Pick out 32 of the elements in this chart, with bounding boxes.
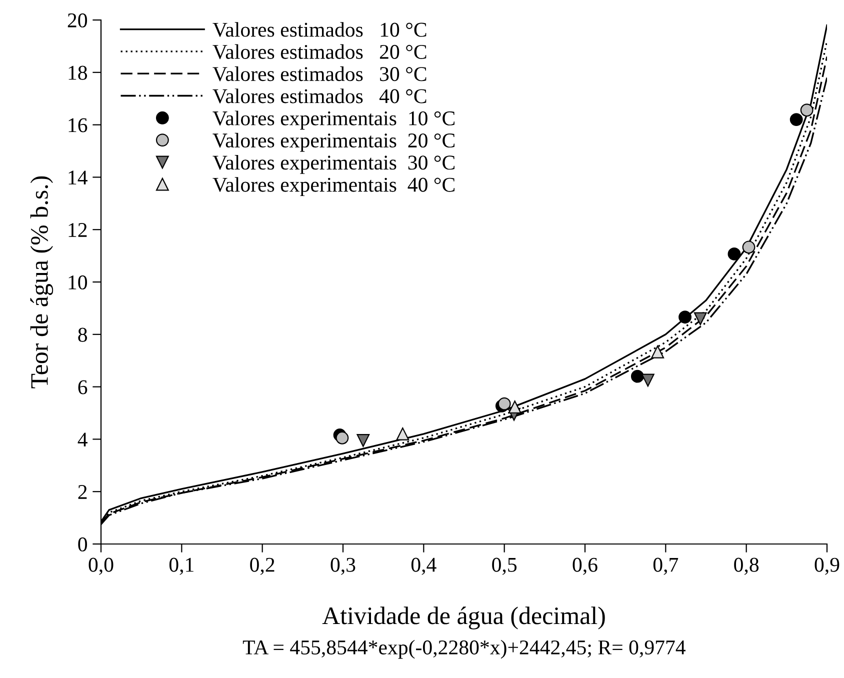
x-tick-label: 0,2 [250,558,274,575]
y-tick-label: 8 [78,328,88,342]
y-tick-label: 18 [68,66,88,80]
legend-label: Valores experimentais 40 °C [212,177,454,196]
x-axis-title: Atividade de água (decimal) [322,606,605,630]
x-tick-label: 0,0 [88,558,114,575]
y-tick-label: 4 [78,432,88,446]
legend-label: Valores estimados 20 °C [212,44,426,60]
legend-label: Valores estimados 10 °C [212,22,426,37]
text: TA = 455,8544*exp(-0,2280*x)+2442,45; R= 0,9774 [242,640,686,659]
y-tick-label: 20 [68,13,88,28]
y-tick-label: 2 [78,485,87,499]
y-tick-label: 16 [68,118,88,132]
y-tick-label: 12 [68,223,87,237]
y-tick-label: 10 [68,275,88,290]
x-tick-label: 0,8 [734,558,759,575]
legend-label: Valores estimados 30 °C [212,66,426,82]
x-tick-label: 0,4 [411,558,436,575]
legend-label: Valores experimentais 10 °C [212,110,454,130]
y-tick-label: 6 [78,380,88,394]
legend-label: Valores experimentais 30 °C [212,155,454,174]
x-tick-label: 0,1 [169,558,194,575]
x-tick-label: 0,6 [572,558,598,575]
x-tick-label: 0,7 [653,558,678,575]
y-tick-label: 14 [68,170,88,184]
y-axis-title: Teor de água (% b.s.) [30,176,54,388]
legend-label: Valores estimados 40 °C [212,88,426,104]
legend-label: Valores experimentais 20 °C [212,132,454,152]
x-tick-label: 0,9 [814,558,840,575]
y-tick-label: 0 [78,537,88,552]
x-tick-label: 0,3 [330,558,356,575]
x-tick-label: 0,5 [492,558,517,575]
